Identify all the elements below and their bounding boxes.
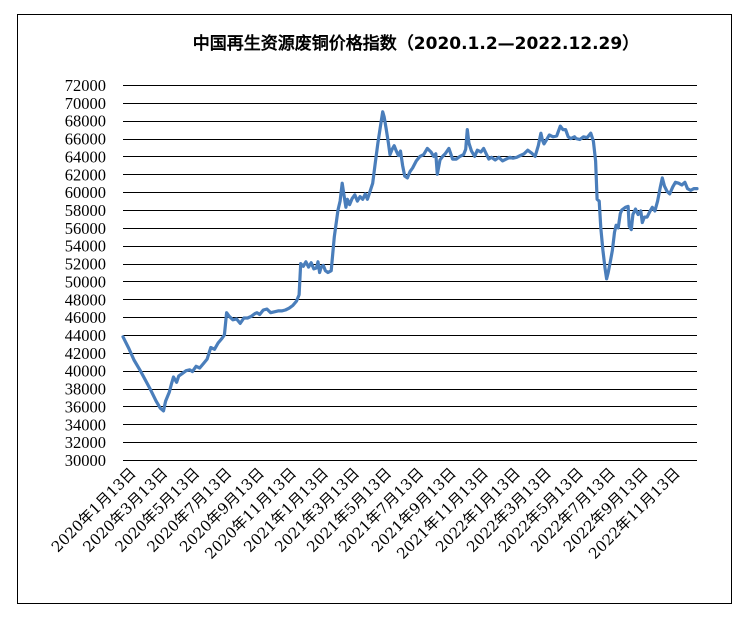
y-tick-label: 52000: [65, 255, 106, 274]
y-tick-label: 50000: [65, 272, 106, 291]
y-tick-label: 68000: [65, 112, 106, 131]
y-tick-label: 56000: [65, 219, 106, 238]
series-group: [121, 110, 699, 413]
y-tick-label: 38000: [65, 380, 106, 399]
chart-title: 中国再生资源废铜价格指数（2020.1.2—2022.12.29）: [193, 33, 639, 54]
y-tick-label: 64000: [65, 147, 106, 166]
y-tick-label: 44000: [65, 326, 106, 345]
y-tick-label: 40000: [65, 362, 106, 381]
y-tick-label: 58000: [65, 201, 106, 220]
y-tick-label: 72000: [65, 76, 106, 95]
y-tick-label: 46000: [65, 308, 106, 327]
series-line: [121, 110, 699, 413]
y-tick-label: 34000: [65, 415, 106, 434]
y-tick-label: 70000: [65, 94, 106, 113]
y-tick-label: 48000: [65, 290, 106, 309]
y-tick-label: 32000: [65, 433, 106, 452]
y-tick-label: 60000: [65, 183, 106, 202]
y-tick-label: 54000: [65, 237, 106, 256]
y-axis-tick-labels: 3000032000340003600038000400004200044000…: [65, 76, 106, 470]
y-tick-label: 42000: [65, 344, 106, 363]
y-tick-label: 30000: [65, 451, 106, 470]
chart-frame: [17, 14, 732, 604]
y-tick-label: 62000: [65, 165, 106, 184]
y-tick-label: 36000: [65, 397, 106, 416]
gridlines: [123, 85, 697, 461]
y-tick-label: 66000: [65, 130, 106, 149]
x-axis-tick-labels: 2020年1月13日2020年3月13日2020年5月13日2020年7月13日…: [48, 464, 684, 563]
